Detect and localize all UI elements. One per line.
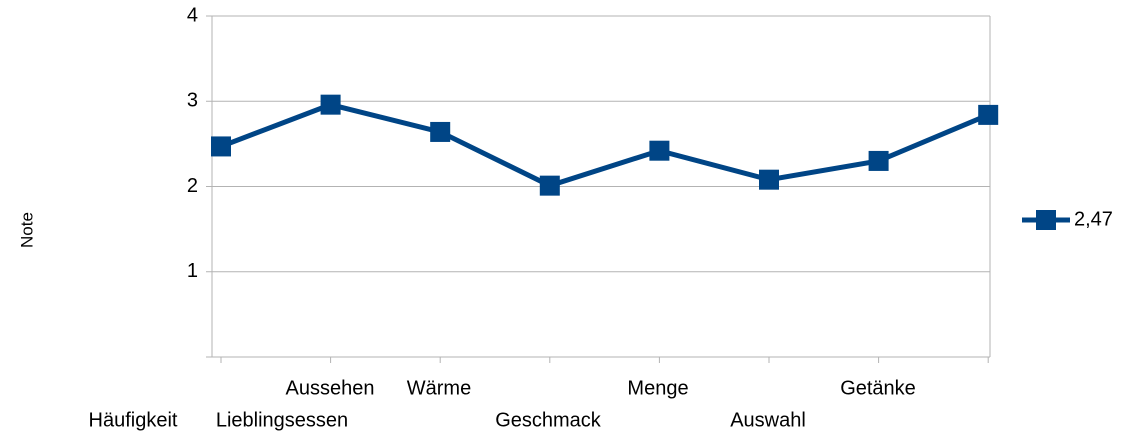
data-point bbox=[759, 169, 779, 190]
legend-label: 2,47 bbox=[1074, 208, 1113, 230]
data-point bbox=[211, 136, 231, 157]
x-tick-label: Menge bbox=[627, 377, 688, 399]
data-point bbox=[978, 104, 999, 125]
x-tick-label: Getänke bbox=[840, 377, 916, 399]
x-tick-label: Wärme bbox=[407, 377, 471, 399]
y-tick-label: 4 bbox=[187, 4, 198, 26]
data-point bbox=[320, 94, 341, 115]
y-axis-label: Note bbox=[17, 212, 36, 248]
y-tick-label: 3 bbox=[187, 90, 198, 112]
x-tick-label: Geschmack bbox=[495, 409, 602, 431]
data-point bbox=[868, 150, 889, 171]
x-tick-label: Aussehen bbox=[286, 377, 375, 399]
legend-marker bbox=[1036, 210, 1056, 230]
y-tick-label: 2 bbox=[187, 175, 198, 197]
x-tick-label: Häufigkeit bbox=[89, 409, 178, 431]
y-tick-label: 1 bbox=[187, 260, 198, 282]
data-line bbox=[220, 102, 990, 189]
x-tick-label: Lieblingsessen bbox=[216, 409, 348, 431]
data-point bbox=[539, 175, 560, 196]
x-tick-label: Auswahl bbox=[730, 409, 806, 431]
data-point bbox=[649, 140, 670, 161]
data-point bbox=[430, 121, 451, 142]
